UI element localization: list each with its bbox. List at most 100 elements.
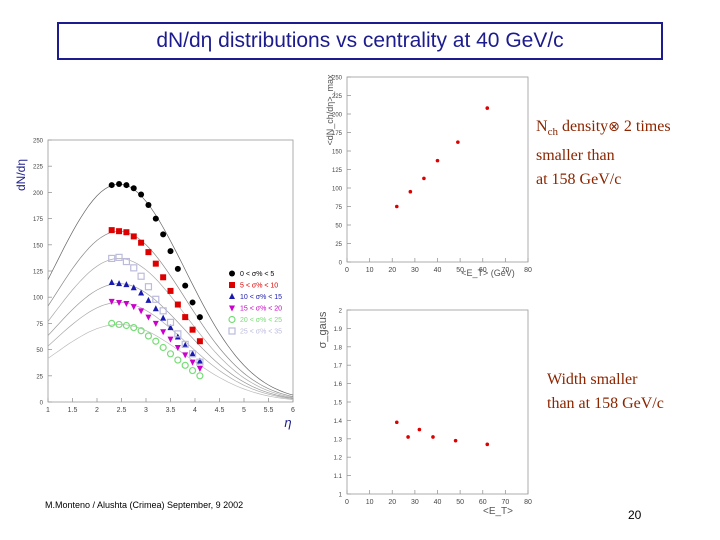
mean-dNdeta-vs-Et-ytick-label: 0 [339, 261, 343, 267]
legend-marker-3 [229, 305, 235, 312]
sigma-gaus-vs-Et-frame [346, 309, 529, 495]
note-density-line3: at 158 GeV/c [536, 171, 622, 189]
series-4-point [137, 327, 145, 335]
note-density: Nch density⊗ 2 times smaller than at 158… [536, 115, 671, 192]
series-5-point [108, 254, 116, 263]
series-0-point [152, 215, 159, 222]
series-1-point [174, 301, 181, 308]
note-sub: ch [547, 126, 558, 139]
legend-label-5: 25 < σ% < 35 [240, 329, 282, 336]
sigma-gaus-vs-Et-ytick-label: 1.8 [334, 345, 343, 351]
series-2-point [108, 279, 115, 286]
series-1-point [108, 227, 115, 234]
note-n: N [536, 118, 548, 135]
series-0-point [130, 185, 137, 192]
chart2-point [435, 158, 440, 163]
mean-dNdeta-vs-Et-ytick-label: 225 [332, 94, 343, 100]
series-4-point [159, 343, 167, 352]
mean-dNdeta-vs-Et-xtick-label: 70 [501, 267, 509, 274]
series-5-point [181, 340, 189, 348]
series-0-point [108, 182, 115, 189]
sigma-gaus-vs-Et-ytick-label: 1.5 [334, 401, 343, 407]
sigma-gaus-vs-Et-xtick-label: 70 [501, 499, 509, 506]
sigma-gaus-vs-Et-ytick-label: 1.9 [334, 327, 343, 333]
series-5-point [144, 283, 153, 291]
page-number: 20 [628, 508, 642, 522]
series-3-point [189, 359, 196, 366]
dNdeta-vs-eta-ytick-label: 50 [36, 348, 43, 354]
mean-dNdeta-vs-Et-frame [346, 76, 529, 263]
series-1-point [196, 338, 203, 345]
series-4-point [174, 356, 182, 364]
chart2-point [408, 189, 413, 194]
series-5-point [159, 307, 167, 315]
series-2-point [189, 350, 196, 357]
sigma-gaus-vs-Et-xtick-label: 30 [411, 499, 419, 506]
sigma-gaus-vs-Et-ytick-label: 1.1 [334, 474, 343, 480]
mean-dNdeta-vs-Et-ytick-label: 250 [332, 76, 343, 82]
dNdeta-vs-eta-xtick-label: 5 [242, 407, 246, 414]
chart3-point [417, 427, 422, 432]
series-4-point [144, 332, 153, 340]
sigma-gaus-vs-Et-xtick-label: 80 [524, 499, 532, 506]
series-0-point [145, 201, 152, 208]
note-density-line2: smaller than [536, 147, 615, 165]
dNdeta-vs-eta-xtick-label: 4.5 [215, 407, 225, 414]
mean-dNdeta-vs-Et-ytick-label: 125 [332, 168, 343, 174]
note-rest: density [557, 118, 609, 135]
sigma-gaus-vs-Et-ytick-label: 1.4 [334, 419, 343, 425]
series-0-point [182, 282, 189, 289]
series-5-point [130, 264, 138, 272]
series-1-point [123, 229, 130, 236]
series-4-point [130, 323, 138, 332]
series-4-point [115, 320, 123, 329]
note-tail: 2 times [619, 118, 671, 135]
dNdeta-vs-eta-ytick-label: 175 [33, 217, 44, 223]
dNdeta-vs-eta-ytick-label: 225 [33, 165, 44, 171]
series-2-point [182, 341, 189, 348]
series-5-point [137, 272, 145, 280]
mean-dNdeta-vs-Et-xtick-label: 60 [479, 267, 487, 274]
fit-curve-2 [47, 283, 294, 399]
sigma-gaus-vs-Et-ytick-label: 1.3 [334, 437, 343, 443]
dNdeta-vs-eta-ytick-label: 0 [40, 401, 44, 407]
chart1-ylabel: dN/dη [14, 159, 28, 191]
mean-dNdeta-vs-Et-xtick-label: 30 [411, 267, 419, 274]
series-3-point [152, 320, 159, 327]
series-0-point [189, 299, 196, 306]
series-3-point [108, 298, 115, 305]
chart2-point [485, 106, 490, 110]
dNdeta-vs-eta-xtick-label: 3 [144, 407, 148, 414]
series-4-point [196, 372, 204, 380]
legend-marker-0 [229, 270, 235, 277]
series-2-point [123, 281, 130, 288]
sigma-gaus-vs-Et-xtick-label: 20 [388, 499, 396, 506]
series-5-point [196, 358, 204, 366]
fit-curve-1 [47, 230, 294, 397]
chart2-point [394, 204, 399, 209]
mean-dNdeta-vs-Et-xtick-label: 50 [456, 267, 464, 274]
dNdeta-vs-eta-ytick-label: 250 [33, 139, 44, 145]
chart3-ylabel: σ_gaus [317, 311, 329, 348]
series-3-point [123, 300, 130, 307]
chart1-xlabel: η [284, 415, 291, 430]
fit-curve-0 [47, 183, 294, 396]
mean-dNdeta-vs-Et-ytick-label: 50 [335, 224, 342, 230]
sigma-gaus-vs-Et-ytick-label: 2 [339, 309, 343, 315]
dNdeta-vs-eta-ytick-label: 75 [36, 322, 43, 328]
series-0-point [167, 248, 174, 255]
series-1-point [152, 260, 159, 267]
series-3-point [138, 308, 145, 315]
dNdeta-vs-eta-xtick-label: 6 [291, 407, 295, 414]
series-3-point [167, 336, 174, 343]
series-3-point [196, 365, 203, 372]
series-5-point [115, 253, 123, 261]
series-0-point [116, 181, 123, 188]
series-3-point [130, 304, 137, 311]
sigma-gaus-vs-Et-ytick-label: 1.2 [334, 456, 343, 462]
legend-marker-1 [229, 282, 235, 288]
series-0-point [160, 231, 167, 238]
note-width-line1: Width smaller [547, 371, 638, 388]
mean-dNdeta-vs-Et-xtick-label: 80 [524, 267, 532, 274]
